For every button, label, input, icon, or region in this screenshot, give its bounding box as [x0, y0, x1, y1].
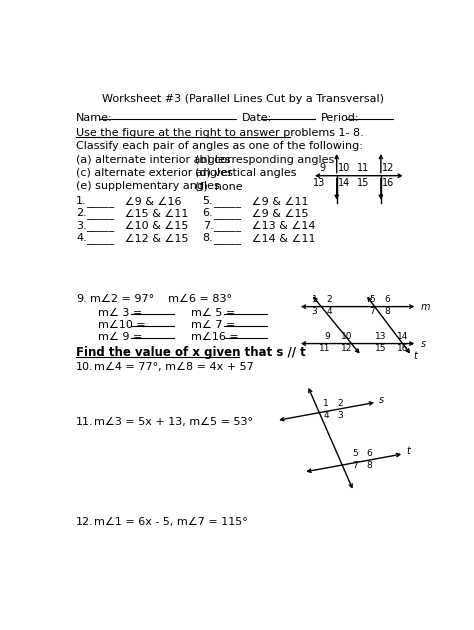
Text: 14: 14: [338, 178, 350, 188]
Text: 9: 9: [325, 332, 330, 341]
Text: 10: 10: [338, 163, 350, 173]
Text: 1: 1: [311, 295, 317, 304]
Text: Classify each pair of angles as one of the following:: Classify each pair of angles as one of t…: [76, 142, 363, 151]
Text: Date:: Date:: [242, 113, 273, 123]
Text: (f)  none: (f) none: [195, 181, 243, 192]
Text: 16: 16: [397, 345, 409, 353]
Text: 12: 12: [383, 163, 395, 173]
Text: m∠ 7 =: m∠ 7 =: [191, 320, 236, 330]
Text: _____   ∠14 & ∠11: _____ ∠14 & ∠11: [213, 232, 315, 244]
Text: 15: 15: [357, 178, 369, 188]
Text: (b) corresponding angles: (b) corresponding angles: [195, 156, 334, 165]
Text: 3: 3: [311, 307, 317, 316]
Text: Find the value of x given that s // t: Find the value of x given that s // t: [76, 346, 306, 359]
Text: t: t: [413, 351, 417, 361]
Text: (d) vertical angles: (d) vertical angles: [195, 168, 296, 178]
Text: 12: 12: [341, 345, 353, 353]
Text: 16: 16: [383, 178, 395, 188]
Text: t: t: [406, 447, 410, 456]
Text: _____   ∠9 & ∠11: _____ ∠9 & ∠11: [213, 196, 308, 207]
Text: _____   ∠10 & ∠15: _____ ∠10 & ∠15: [86, 220, 189, 231]
Text: 5: 5: [369, 295, 374, 304]
Text: 11: 11: [357, 163, 369, 173]
Text: 10.: 10.: [76, 362, 94, 372]
Text: m∠10 =: m∠10 =: [98, 320, 146, 330]
Text: 1: 1: [323, 399, 329, 408]
Text: 9.: 9.: [76, 294, 87, 304]
Text: Name:: Name:: [76, 113, 113, 123]
Text: m∠3 = 5x + 13, m∠5 = 53°: m∠3 = 5x + 13, m∠5 = 53°: [94, 417, 253, 427]
Text: s: s: [379, 395, 384, 404]
Text: 8: 8: [384, 307, 390, 316]
Text: (a) alternate interior angles: (a) alternate interior angles: [76, 156, 231, 165]
Text: 6.: 6.: [202, 209, 213, 219]
Text: 4: 4: [323, 411, 329, 420]
Text: m∠1 = 6x - 5, m∠7 = 115°: m∠1 = 6x - 5, m∠7 = 115°: [94, 517, 248, 527]
Text: _____   ∠15 & ∠11: _____ ∠15 & ∠11: [86, 208, 189, 219]
Text: s: s: [420, 338, 426, 348]
Text: 11: 11: [319, 345, 330, 353]
Text: 5: 5: [352, 449, 357, 458]
Text: _____   ∠13 & ∠14: _____ ∠13 & ∠14: [213, 220, 315, 231]
Text: 14: 14: [397, 332, 409, 341]
Text: 11.: 11.: [76, 417, 94, 427]
Text: 7: 7: [369, 307, 374, 316]
Text: m∠2 = 97°    m∠6 = 83°: m∠2 = 97° m∠6 = 83°: [90, 294, 232, 304]
Text: Period:: Period:: [321, 113, 360, 123]
Text: _____   ∠12 & ∠15: _____ ∠12 & ∠15: [86, 232, 189, 244]
Text: 7.: 7.: [202, 220, 213, 231]
Text: m∠ 9 =: m∠ 9 =: [98, 333, 142, 342]
Text: 15: 15: [375, 345, 386, 353]
Text: 8.: 8.: [202, 233, 213, 243]
Text: m∠16 =: m∠16 =: [191, 333, 239, 342]
Text: 10: 10: [341, 332, 353, 341]
Text: 4: 4: [327, 307, 332, 316]
Text: 7: 7: [352, 461, 357, 470]
Text: Worksheet #3 (Parallel Lines Cut by a Transversal): Worksheet #3 (Parallel Lines Cut by a Tr…: [102, 94, 384, 104]
Text: 2: 2: [337, 399, 343, 408]
Text: 4.: 4.: [76, 233, 87, 243]
Text: 6: 6: [384, 295, 390, 304]
Text: 1.: 1.: [76, 196, 87, 206]
Text: 8: 8: [366, 461, 372, 470]
Text: m∠ 5 =: m∠ 5 =: [191, 308, 235, 318]
Text: Use the figure at the right to answer problems 1- 8.: Use the figure at the right to answer pr…: [76, 129, 364, 139]
Text: _____   ∠9 & ∠15: _____ ∠9 & ∠15: [213, 208, 308, 219]
Text: m∠4 = 77°, m∠8 = 4x + 57: m∠4 = 77°, m∠8 = 4x + 57: [94, 362, 254, 372]
Text: m: m: [420, 302, 430, 312]
Text: m∠ 3 =: m∠ 3 =: [98, 308, 142, 318]
Text: 12.: 12.: [76, 517, 94, 527]
Text: _____   ∠9 & ∠16: _____ ∠9 & ∠16: [86, 196, 182, 207]
Text: 3: 3: [337, 411, 343, 420]
Text: 2: 2: [327, 295, 332, 304]
Text: 5.: 5.: [202, 196, 213, 206]
Text: (e) supplementary angles: (e) supplementary angles: [76, 181, 220, 192]
Text: 13: 13: [375, 332, 386, 341]
Text: 9: 9: [319, 163, 325, 173]
Text: 13: 13: [313, 178, 325, 188]
Text: 6: 6: [366, 449, 372, 458]
Text: (c) alternate exterior angles: (c) alternate exterior angles: [76, 168, 233, 178]
Text: 3.: 3.: [76, 220, 87, 231]
Text: 2.: 2.: [76, 209, 87, 219]
